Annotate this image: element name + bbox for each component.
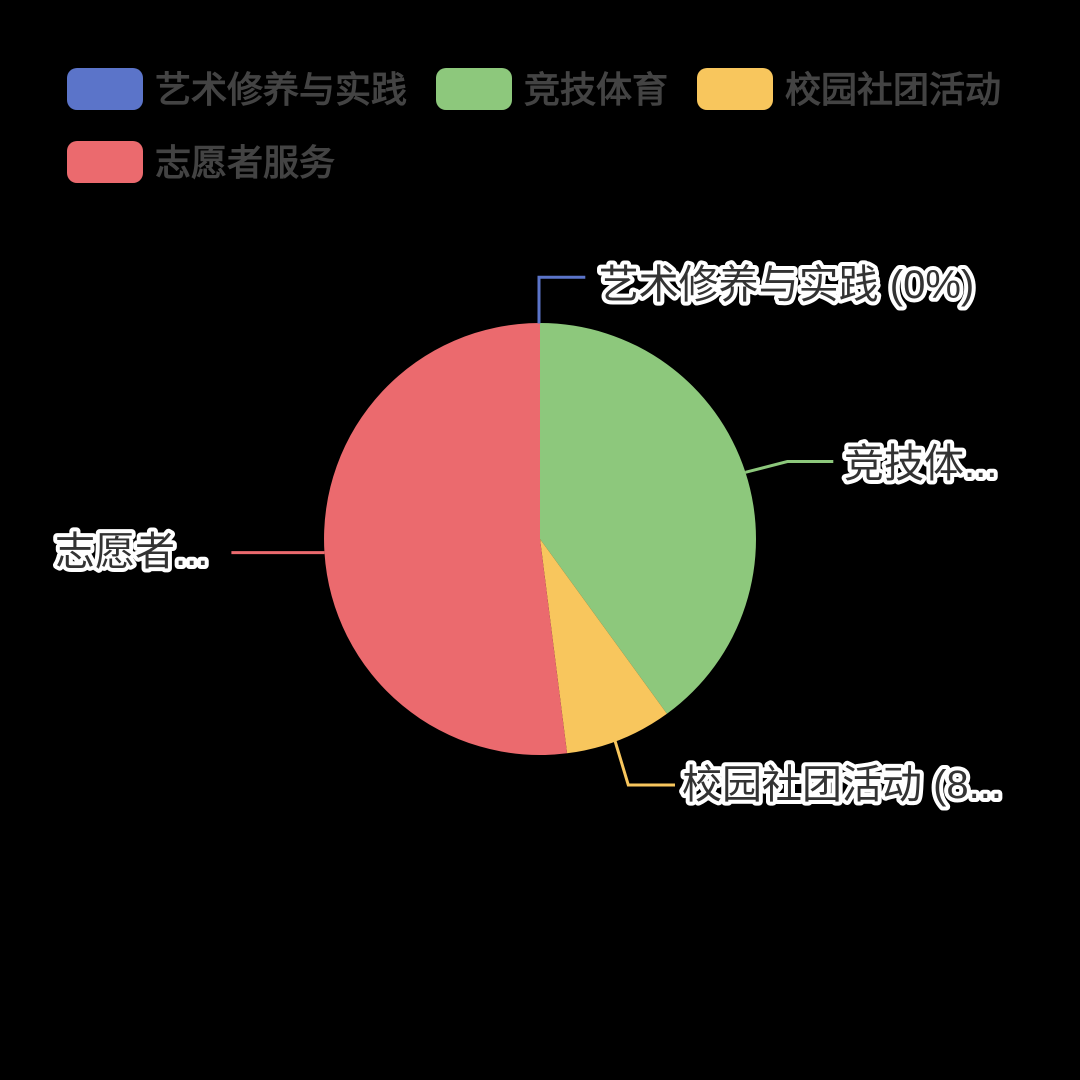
svg-text:校园社团活动 (8...: 校园社团活动 (8...	[682, 763, 1002, 807]
svg-text:艺术修养与实践 (0%): 艺术修养与实践 (0%)	[599, 263, 975, 307]
svg-text:竞技体...: 竞技体...	[844, 442, 997, 486]
svg-text:志愿者...: 志愿者...	[55, 530, 208, 574]
